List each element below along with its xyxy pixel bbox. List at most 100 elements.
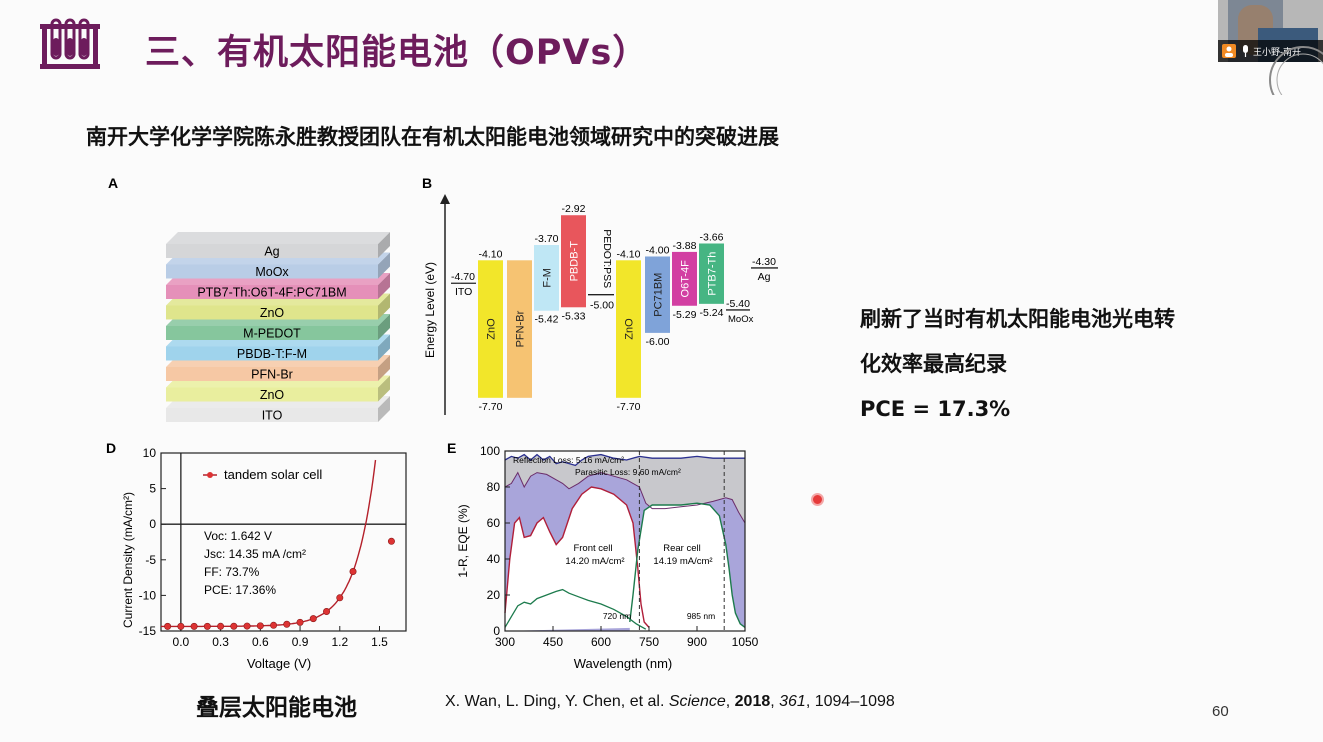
slide-subtitle: 南开大学化学学院陈永胜教授团队在有机太阳能电池领域研究中的突破进展 [86,125,779,149]
energy-top-value: -4.10 [617,248,641,260]
moox-value: -5.40 [726,298,750,310]
jv-y-tick-label: -10 [139,588,157,602]
energy-block-o6t-4f: O6T-4F -3.88 -5.29 [672,240,697,321]
reflection-loss-label: Reflection Loss: 5.16 mA/cm² [513,455,624,465]
jv-x-tick-label: 0.0 [173,635,190,649]
jv-legend-marker [207,472,213,478]
energy-bottom-value: -5.33 [562,310,586,322]
jv-data-point [243,622,251,630]
energy-axis-arrow [440,194,450,204]
ag-value: -4.30 [752,256,776,268]
energy-block-label: PC71BM [653,273,665,317]
jv-x-tick-label: 1.2 [331,635,348,649]
highlight-pce: PCE = 17.3% [860,397,1011,421]
jv-data-point [177,622,185,630]
participant-name: 王小野-南开 [1253,46,1301,57]
jv-y-tick-label: -15 [139,624,157,638]
jv-data-point [190,622,198,630]
jv-y-tick-label: 0 [149,517,156,531]
energy-top-value: -3.88 [673,240,697,252]
reference-year: 2018 [734,693,771,710]
wavelength-985-label: 985 nm [687,611,715,621]
jv-x-tick-label: 0.9 [292,635,309,649]
eqe-y-tick-label: 40 [487,552,501,566]
layer-label: ZnO [260,388,285,402]
energy-bottom-value: -6.00 [646,336,670,348]
energy-block-label: ZnO [486,318,498,340]
energy-bottom-value: -7.70 [617,401,641,413]
jv-x-tick-label: 1.5 [371,635,388,649]
rear-cell-area [629,503,745,631]
layer-label: PTB7-Th:O6T-4F:PC71BM [197,286,346,300]
layer-label: PBDB-T:F-M [237,347,307,361]
energy-block-label: ZnO [624,318,636,340]
reference-journal: Science [668,693,726,710]
jv-x-tick-label: 0.6 [252,635,269,649]
page-number: 60 [1212,703,1229,720]
eqe-plot-frame [504,450,746,632]
reference-pages: , 1094–1098 [805,693,895,710]
parasitic-loss-label: Parasitic Loss: 9.60 mA/cm² [575,467,681,477]
energy-block-pbdb-t: PBDB-T -2.92 -5.33 [561,203,586,322]
video-participant-tile[interactable]: 王小野-南开 [1218,0,1323,95]
jv-stat-line: FF: 73.7% [204,565,260,579]
eqe-x-tick-label: 900 [687,635,707,649]
microphone-icon[interactable] [1243,45,1248,53]
energy-bottom-value: -5.29 [673,309,697,321]
eqe-x-tick-label: 300 [495,635,515,649]
energy-axis-label: Energy Level (eV) [423,262,437,358]
jv-data-point [164,622,172,630]
front-cell-label: Front cell [573,543,612,554]
energy-top-value: -4.00 [646,244,670,256]
reference-authors: X. Wan, L. Ding, Y. Chen, et al. [445,693,669,710]
eqe-y-tick-label: 80 [487,480,501,494]
energy-block-label: F-M [542,268,554,288]
energy-bottom-value: -5.24 [700,307,724,319]
reference-volume: 361 [779,693,806,710]
energy-block-label: O6T-4F [680,260,692,298]
energy-block-f-m: F-M -3.70 -5.42 [534,233,559,326]
jv-data-point [349,567,357,575]
eqe-y-label: 1-R, EQE (%) [456,504,470,577]
eqe-x-tick-label: 1050 [732,635,759,649]
ag-label: Ag [758,271,771,283]
jv-legend-text: tandem solar cell [224,467,322,482]
jv-x-label: Voltage (V) [247,656,311,671]
eqe-y-tick-label: 100 [480,444,500,458]
layer-label: PFN-Br [251,368,293,382]
total-absorption-curve [504,471,746,524]
jv-data-point [296,618,304,626]
energy-block-ptb7-th: PTB7-Th -3.66 -5.24 [699,231,724,319]
front-cell-green-curve [504,588,647,630]
energy-block-label: PBDB-T [569,241,581,282]
rear-cell-value: 14.19 mA/cm² [653,556,712,567]
reference: X. Wan, L. Ding, Y. Chen, et al. Science… [445,693,895,710]
ito-label: ITO [455,286,472,298]
pedot-label: PEDOT:PSS [601,229,613,288]
jv-stat-line: PCE: 17.36% [204,583,276,597]
jv-stat-line: Jsc: 14.35 mA /cm² [204,547,306,561]
eqe-x-tick-label: 600 [591,635,611,649]
highlight-line-2: 化效率最高纪录 [860,352,1007,376]
layer-ptb7-th-o6t-4f-pc71bm: PTB7-Th:O6T-4F:PC71BM [166,273,390,300]
layer-label: M-PEDOT [243,327,301,341]
jv-y-label: Current Density (mA/cm²) [121,492,135,628]
energy-block-label: PTB7-Th [707,252,719,296]
device-structure-figure: A ITO ZnO PFN-Br PBDB-T:F-M M-PEDOT ZnO PTB7-T… [108,175,390,423]
energy-bottom-value: -7.70 [479,401,503,413]
jv-stat-line: Voc: 1.642 V [204,529,272,543]
reflection-curve [504,453,745,467]
jv-curve-chart: D Current Density (mA/cm²) Voltage (V) 0… [106,440,407,671]
panel-label-a: A [108,175,118,191]
eqe-y-tick-label: 0 [493,624,500,638]
eqe-x-tick-label: 450 [543,635,563,649]
laser-pointer [811,493,824,506]
highlight-line-1: 刷新了当时有机太阳能电池光电转 [860,307,1175,331]
layer-label: ITO [262,409,283,423]
jv-data-point [309,615,317,623]
front-cell-value: 14.20 mA/cm² [565,556,624,567]
panel-label-e: E [447,440,456,456]
highlight-text: 刷新了当时有机太阳能电池光电转 化效率最高纪录 PCE = 17.3% [860,297,1175,432]
jv-data-point [270,621,278,629]
energy-top-value: -2.92 [562,203,586,215]
